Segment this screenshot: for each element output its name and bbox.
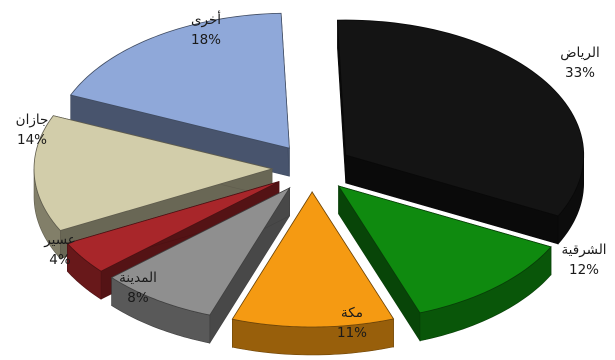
pie-labels: الرياض 33% الشرقية 12% مكة 11% المدينة 8% عسير 4%… — [16, 10, 607, 341]
slice-label-1: الرياض — [560, 45, 600, 61]
slice-label-4: المدينة — [119, 270, 157, 286]
pie-slice-3 — [231, 190, 395, 356]
slice-value-5: 4% — [49, 252, 71, 268]
slice-value-2: 12% — [569, 262, 599, 278]
slice-value-1: 33% — [565, 65, 595, 81]
pie-slice-2 — [337, 184, 552, 342]
slice-value-7: 18% — [191, 32, 221, 48]
slice-label-7: أخرى — [191, 10, 221, 28]
slice-label-2: الشرقية — [561, 242, 606, 258]
pie-slice-4 — [110, 186, 291, 345]
slice-label-3: مكة — [341, 305, 363, 321]
slice-value-3: 11% — [337, 325, 367, 341]
slice-value-6: 14% — [17, 132, 47, 148]
pie-slice-1 — [336, 19, 585, 245]
slice-label-6: جازان — [16, 112, 49, 128]
slice-label-5: عسير — [43, 232, 76, 248]
pie-slice-7 — [69, 12, 290, 177]
slice-value-4: 8% — [127, 290, 149, 306]
pie-slices — [33, 12, 585, 356]
